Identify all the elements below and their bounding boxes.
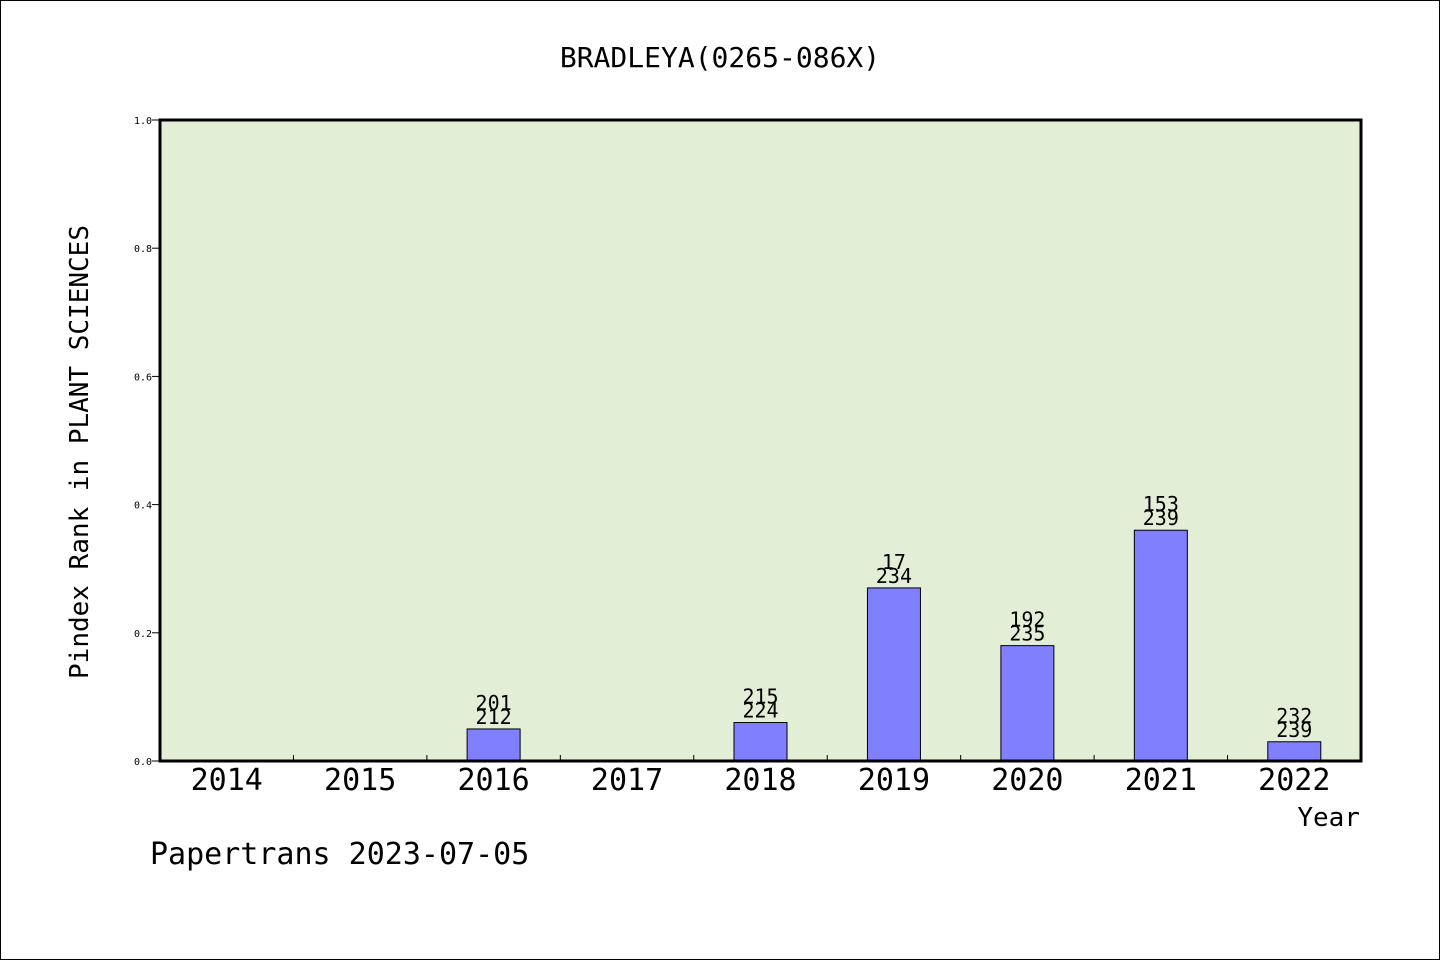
y-tick-label: 0.6 [134, 372, 152, 383]
bar-rank-label: 232 [1276, 704, 1312, 728]
x-tick-label: 2019 [858, 763, 930, 798]
y-tick-label: 0.2 [134, 629, 152, 640]
y-tick-label: 0.4 [134, 501, 152, 512]
x-tick-label: 2021 [1125, 763, 1197, 798]
bar-total-label: 239 [1276, 718, 1312, 742]
x-tick-label: 2018 [724, 763, 796, 798]
footer-text: Papertrans 2023-07-05 [150, 837, 529, 872]
x-tick-label: 2016 [457, 763, 529, 798]
bar-2016 [466, 728, 521, 762]
x-tick-label: 2015 [324, 763, 396, 798]
y-tick-label: 1.0 [134, 116, 152, 127]
bar-total-label: 234 [876, 564, 912, 588]
bar-rank-label: 201 [476, 691, 512, 715]
chart-title: BRADLEYA(0265-086X) [560, 41, 880, 74]
y-axis: 0.0 0.2 0.4 0.6 0.8 1.0 [134, 116, 160, 768]
plot-border [158, 118, 1363, 763]
bar-total-label: 239 [1143, 506, 1179, 530]
bar-2021 [1133, 529, 1188, 762]
bar-2022 [1267, 741, 1322, 762]
x-tick-label: 2020 [991, 763, 1063, 798]
bar-2019 [866, 587, 921, 762]
bar-rank-label: 17 [882, 550, 906, 574]
y-tick-label: 0.0 [134, 757, 152, 768]
bar-total-label: 224 [742, 699, 778, 723]
x-tick-label: 2017 [591, 763, 663, 798]
y-axis-title: Pindex Rank in PLANT SCIENCES [65, 225, 95, 679]
x-tick-label: 2022 [1258, 763, 1330, 798]
x-axis-title: Year [1297, 803, 1360, 833]
x-axis: 2014 2015 2016 2017 2018 2019 2020 2021 2022 [191, 755, 1330, 798]
bar-total-label: 212 [476, 705, 512, 729]
bar-rank-label: 215 [742, 685, 778, 709]
bar-total-label: 235 [1009, 622, 1045, 646]
bar-2020 [1000, 645, 1055, 762]
bar-2018 [733, 722, 788, 762]
bar-rank-label: 192 [1009, 608, 1045, 632]
x-tick-label: 2014 [191, 763, 263, 798]
bar-rank-label: 153 [1143, 492, 1179, 516]
y-tick-label: 0.8 [134, 244, 152, 255]
bars [466, 529, 1322, 762]
